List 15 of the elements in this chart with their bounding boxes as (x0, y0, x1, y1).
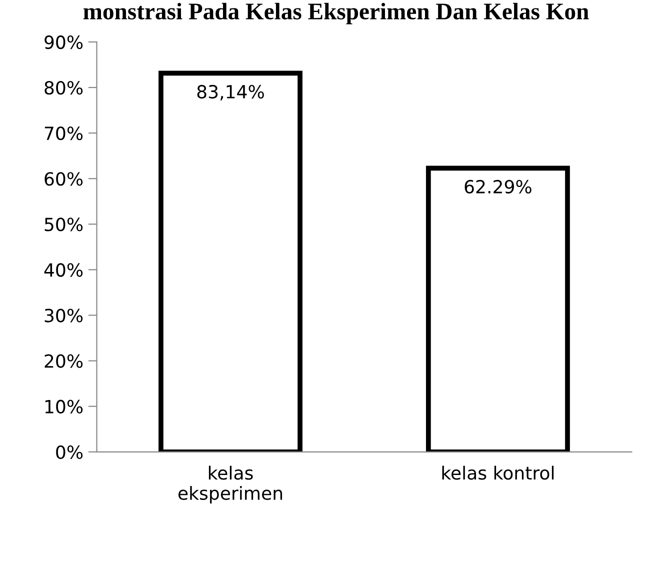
y-tick-label: 40% (44, 263, 83, 277)
y-tick-label: 80% (44, 80, 83, 95)
y-tick-label: 60% (44, 172, 83, 186)
y-tick-label: 90% (44, 35, 83, 50)
y-tick-label: 30% (44, 308, 83, 322)
chart-title: monstrasi Pada Kelas Eksperimen Dan Kelas Kon (83, 2, 589, 24)
y-tick-label: 10% (45, 400, 83, 414)
data-label: 62.29% (464, 180, 532, 194)
y-tick-label: 20% (44, 354, 83, 368)
y-tick-label: 0% (56, 445, 83, 460)
y-tick-label: 50% (44, 218, 83, 232)
x-tick-label: kelas eksperimen (178, 466, 282, 504)
y-tick-label: 70% (44, 126, 83, 140)
x-tick-label: kelas kontrol (442, 466, 554, 480)
data-label: 83,14% (197, 84, 264, 100)
